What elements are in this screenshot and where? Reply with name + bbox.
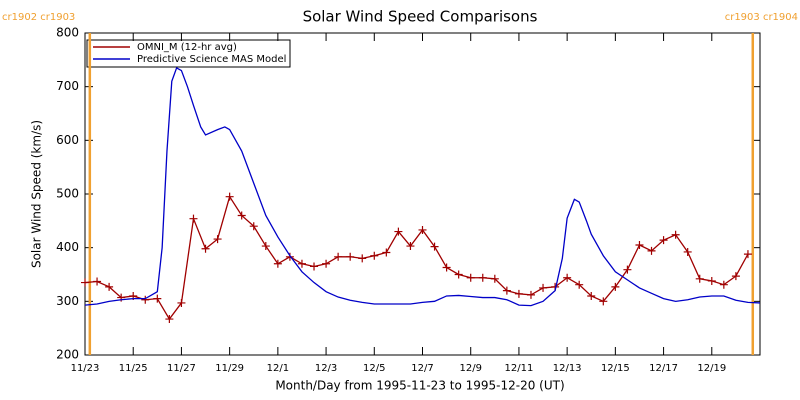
data-point	[466, 273, 475, 282]
data-point	[695, 274, 704, 283]
data-point	[237, 211, 246, 220]
x-tick-label: 12/17	[649, 363, 678, 374]
data-point	[490, 274, 499, 283]
series-line	[84, 66, 761, 307]
annotation-label: cr1903 cr1904	[725, 12, 798, 23]
y-tick-label: 600	[56, 133, 79, 147]
legend-box	[86, 39, 291, 68]
data-point	[297, 259, 306, 268]
data-point	[105, 282, 114, 291]
data-point	[707, 276, 716, 285]
x-tick-label: 12/11	[505, 363, 534, 374]
y-tick-label: 400	[56, 240, 79, 254]
data-point	[322, 259, 331, 268]
data-point	[225, 192, 234, 201]
data-point	[394, 227, 403, 236]
x-tick-label: 12/9	[459, 363, 481, 374]
y-tick-label: 800	[56, 26, 79, 40]
data-point	[177, 298, 186, 307]
x-tick-label: 12/1	[267, 363, 289, 374]
data-point	[81, 278, 89, 287]
data-point	[526, 290, 535, 299]
data-point	[647, 246, 656, 255]
data-point	[418, 225, 427, 234]
data-point	[623, 265, 632, 274]
x-tick-label: 11/27	[167, 363, 196, 374]
data-point	[358, 254, 367, 263]
y-axis-label: Solar Wind Speed (km/s)	[30, 120, 44, 268]
data-point	[310, 262, 319, 271]
y-tick-label: 300	[56, 294, 79, 308]
data-point	[514, 289, 523, 298]
data-point	[213, 235, 222, 244]
data-point	[189, 214, 198, 223]
annotation-label: cr1902 cr1903	[2, 12, 75, 23]
data-point	[346, 252, 355, 261]
data-point	[249, 222, 258, 231]
chart-title: Solar Wind Speed Comparisons	[303, 8, 538, 26]
data-point	[141, 295, 150, 304]
x-tick-label: 11/25	[119, 363, 148, 374]
data-point	[382, 248, 391, 257]
data-point	[165, 315, 174, 324]
y-tick-label: 700	[56, 79, 79, 93]
x-tick-label: 12/7	[411, 363, 433, 374]
legend-label: OMNI_M (12-hr avg)	[137, 42, 237, 53]
data-point	[273, 259, 282, 268]
data-point	[683, 247, 692, 256]
x-tick-label: 12/3	[315, 363, 337, 374]
plot-frame	[84, 32, 761, 356]
data-point	[731, 272, 740, 281]
data-point	[539, 283, 548, 292]
data-point	[334, 252, 343, 261]
data-point	[635, 240, 644, 249]
data-point	[93, 277, 102, 286]
x-tick-label: 12/5	[363, 363, 385, 374]
data-point	[611, 282, 620, 291]
x-axis-label: Month/Day from 1995-11-23 to 1995-12-20 …	[275, 379, 564, 393]
x-tick-label: 11/29	[215, 363, 244, 374]
legend-label: Predictive Science MAS Model	[137, 54, 286, 65]
data-point	[406, 242, 415, 251]
data-point	[454, 270, 463, 279]
data-point	[261, 242, 270, 251]
data-point	[599, 297, 608, 306]
data-point	[575, 280, 584, 289]
data-point	[430, 242, 439, 251]
x-tick-label: 12/13	[553, 363, 582, 374]
data-point	[502, 286, 511, 295]
x-tick-label: 12/19	[697, 363, 726, 374]
x-tick-label: 11/23	[71, 363, 100, 374]
data-point	[153, 294, 162, 303]
data-point	[719, 280, 728, 289]
data-point	[587, 291, 596, 300]
data-point	[201, 244, 210, 253]
data-point	[442, 263, 451, 272]
data-point	[370, 251, 379, 260]
data-point	[478, 273, 487, 282]
data-point	[563, 273, 572, 282]
data-point	[671, 230, 680, 239]
data-point	[743, 250, 752, 259]
data-point	[659, 236, 668, 245]
x-tick-label: 12/15	[601, 363, 630, 374]
series-line	[84, 195, 749, 321]
y-tick-label: 200	[56, 348, 79, 362]
y-tick-label: 500	[56, 187, 79, 201]
